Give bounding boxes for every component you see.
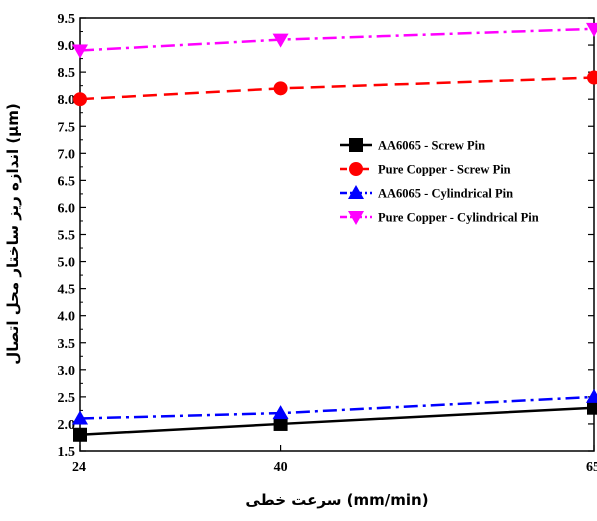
x-axis-ticks: 24 40 65: [72, 445, 597, 475]
legend-label: Pure Copper - Screw Pin: [378, 163, 511, 177]
y-tick-label: 9.0: [58, 39, 76, 54]
y-tick-label: 6.0: [58, 201, 76, 216]
data-point: [72, 44, 88, 59]
series-line: [79, 406, 595, 437]
legend-item: Pure Copper - Screw Pin: [340, 162, 511, 177]
y-tick-label: 9.5: [58, 12, 76, 27]
series-line: [79, 76, 595, 101]
y-tick-label: 2.5: [58, 391, 76, 406]
series-3: [72, 22, 597, 59]
legend-item: AA6065 - Screw Pin: [340, 138, 485, 153]
y-tick-label: 2.0: [58, 418, 76, 433]
legend-marker: [348, 185, 364, 199]
y-tick-label: 8.0: [58, 93, 76, 108]
y-tick-label: 7.0: [58, 147, 76, 162]
series-line: [79, 395, 595, 420]
series-0: [73, 400, 597, 442]
y-axis-ticks: 1.5 2.0 2.5 3.0 3.5 4.0 4.5 5.0 5.5 6.0 6.5 7.0 7.5 8…: [58, 12, 594, 460]
data-point: [72, 410, 88, 425]
y-tick-label: 6.5: [58, 174, 76, 189]
series-1: [73, 70, 597, 107]
y-tick-label: 8.5: [58, 66, 76, 81]
data-point: [272, 33, 289, 48]
data-point: [273, 416, 288, 431]
series-layer: [72, 22, 597, 442]
legend-item: AA6065 - Cylindrical Pin: [340, 185, 513, 201]
x-axis-title: سرعت خطی (mm/min): [245, 491, 428, 509]
y-tick-label: 1.5: [58, 445, 76, 460]
legend-marker: [349, 138, 363, 152]
data-point: [586, 388, 597, 403]
legend-label: AA6065 - Screw Pin: [378, 139, 485, 153]
legend-item: Pure Copper - Cylindrical Pin: [340, 211, 539, 225]
y-tick-label: 5.5: [58, 229, 76, 244]
y-tick-label: 5.0: [58, 256, 76, 271]
x-tick-label: 65: [586, 460, 597, 475]
legend-label: AA6065 - Cylindrical Pin: [378, 187, 513, 201]
y-tick-label: 3.0: [58, 364, 76, 379]
y-tick-label: 3.5: [58, 337, 76, 352]
data-point: [73, 92, 87, 107]
y-tick-label: 4.5: [58, 283, 76, 298]
data-point: [73, 427, 87, 442]
x-tick-label: 40: [274, 460, 288, 475]
data-point: [273, 81, 288, 96]
legend-label: Pure Copper - Cylindrical Pin: [378, 211, 539, 225]
series-line: [79, 27, 595, 52]
legend-marker: [348, 211, 364, 225]
plot-frame: [79, 17, 595, 452]
y-tick-label: 4.0: [58, 310, 76, 325]
data-point: [587, 70, 597, 85]
series-2: [72, 388, 597, 425]
legend-marker: [349, 162, 363, 176]
data-point: [587, 400, 597, 415]
legend: AA6065 - Screw Pin Pure Copper - Screw Pi…: [340, 138, 539, 225]
x-tick-label: 24: [72, 460, 86, 475]
y-axis-title: اندازه ریز ساختار محل اتصال (μm): [4, 103, 22, 364]
y-tick-label: 7.5: [58, 120, 76, 135]
data-point: [586, 22, 597, 37]
data-point: [272, 405, 289, 420]
